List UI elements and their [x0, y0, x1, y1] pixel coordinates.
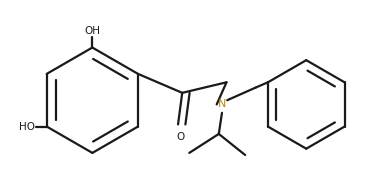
Text: O: O [176, 132, 184, 142]
Text: OH: OH [84, 26, 100, 36]
Text: HO: HO [19, 122, 35, 132]
Text: N: N [218, 99, 226, 109]
